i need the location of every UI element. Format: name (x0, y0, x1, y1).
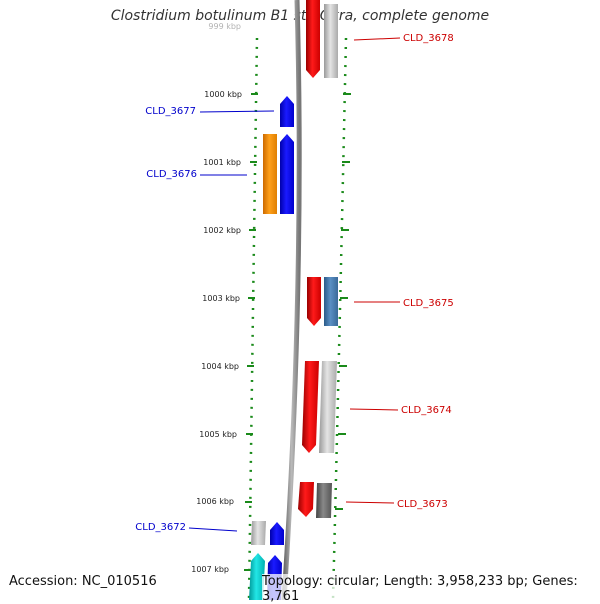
gene-feature-gray[interactable] (251, 521, 266, 545)
gene-label[interactable]: CLD_3678 (403, 33, 454, 44)
tick-label: 1002 kbp (203, 226, 241, 235)
leader-cld-3674 (349, 408, 399, 411)
gene-cld-3673[interactable] (298, 482, 314, 517)
gene-label[interactable]: CLD_3672 (135, 522, 186, 533)
scale-ticks (244, 93, 351, 571)
gene-cld-3674[interactable] (302, 361, 319, 453)
gene-feature-darkgray[interactable] (316, 483, 332, 518)
leader-cld-3672 (188, 527, 238, 532)
tick-label: 1004 kbp (201, 362, 239, 371)
leader-cld-3677 (199, 110, 275, 113)
gene-label[interactable]: CLD_3677 (145, 106, 196, 117)
tick-label: 1006 kbp (196, 497, 234, 506)
map-title: Clostridium botulinum B1 str. Okra, comp… (110, 8, 490, 24)
gene-cld-3675[interactable] (307, 277, 321, 326)
leader-cld-3678 (353, 37, 401, 41)
tick-track-inner (247, 37, 259, 600)
gene-cld-3672[interactable] (270, 522, 284, 545)
genome-backbone (281, 0, 302, 600)
gene-feature-orange[interactable] (263, 134, 277, 214)
gene-cld-3677[interactable] (280, 96, 294, 127)
tick-label: 1007 kbp (191, 565, 229, 574)
gene-feature-gray[interactable] (319, 361, 337, 453)
tick-label: 1005 kbp (199, 430, 237, 439)
gene-label[interactable]: CLD_3676 (146, 169, 197, 180)
leader-cld-3673 (345, 501, 395, 504)
gene-label[interactable]: CLD_3674 (401, 405, 452, 416)
tick-label: 1000 kbp (204, 90, 242, 99)
tick-label: 999 kbp (208, 22, 241, 31)
gene-feature-cyan[interactable] (249, 553, 265, 600)
accession-text: Accession: NC_010516 (9, 574, 157, 589)
gene-label[interactable]: CLD_3673 (397, 499, 448, 510)
gene-label[interactable]: CLD_3675 (403, 298, 454, 309)
tick-label: 1003 kbp (202, 294, 240, 303)
gene-cld-3676[interactable] (280, 134, 294, 214)
gene-cld-3678[interactable] (306, 0, 320, 78)
gene-feature-gray[interactable] (324, 4, 338, 78)
tick-label: 1001 kbp (203, 158, 241, 167)
topology-text: Topology: circular; Length: 3,958,233 bp… (262, 574, 600, 604)
gene-feature-steel[interactable] (324, 277, 338, 326)
